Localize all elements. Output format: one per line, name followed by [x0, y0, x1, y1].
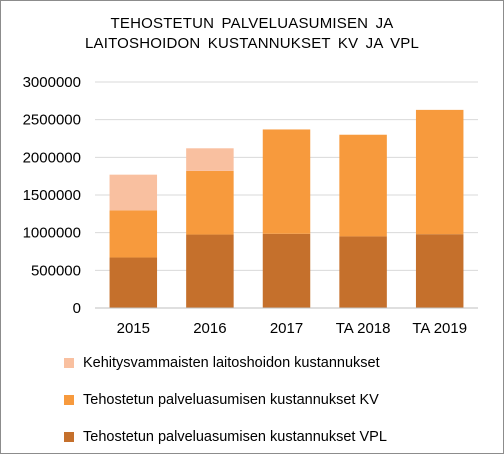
legend-swatch	[64, 432, 74, 442]
bar-segment	[109, 210, 158, 258]
y-tick-label: 2000000	[23, 149, 81, 166]
bar-segment	[415, 234, 464, 308]
chart-title-line-1: TEHOSTETUN PALVELUASUMISEN JA	[110, 15, 394, 32]
legend-label: Tehostetun palveluasumisen kustannukset …	[83, 392, 379, 408]
bar-segment	[109, 257, 158, 308]
x-tick-label: 2015	[117, 320, 150, 337]
bar-segment	[186, 234, 234, 308]
chart-title: TEHOSTETUN PALVELUASUMISEN JA LAITOSHOID…	[0, 14, 504, 54]
chart-title-line-2: LAITOSHOIDON KUSTANNUKSET KV JA VPL	[84, 35, 420, 52]
legend-swatch	[64, 358, 74, 368]
y-tick-label: 3000000	[23, 74, 81, 91]
x-tick-label: 2017	[270, 320, 303, 337]
y-tick-label: 1000000	[23, 225, 81, 242]
y-tick-label: 500000	[31, 262, 81, 279]
legend-label: Kehitysvammaisten laitoshoidon kustannuk…	[83, 355, 380, 371]
x-tick-label: TA 2018	[336, 320, 391, 337]
x-tick-label: TA 2019	[412, 320, 467, 337]
bar-segment	[186, 148, 234, 171]
bar-segment	[262, 129, 311, 234]
y-tick-label: 1500000	[23, 187, 81, 204]
bars	[109, 109, 464, 308]
bar-segment	[339, 134, 387, 237]
bar-segment	[109, 174, 158, 211]
y-tick-label: 0	[73, 300, 81, 317]
y-tick-label: 2500000	[23, 112, 81, 129]
bar-segment	[339, 236, 387, 308]
bar-segment	[186, 170, 234, 235]
x-tick-labels: 2015 2016 2017 TA 2018 TA 2019	[117, 320, 467, 337]
x-tick-label: 2016	[193, 320, 226, 337]
bar-segment	[415, 109, 464, 235]
legend-label: Tehostetun palveluasumisen kustannukset …	[83, 429, 387, 445]
bar-segment	[262, 233, 311, 308]
legend-swatch	[64, 395, 74, 405]
y-tick-labels: 0 500000 1000000 1500000 2000000 2500000 30000…	[23, 74, 81, 317]
